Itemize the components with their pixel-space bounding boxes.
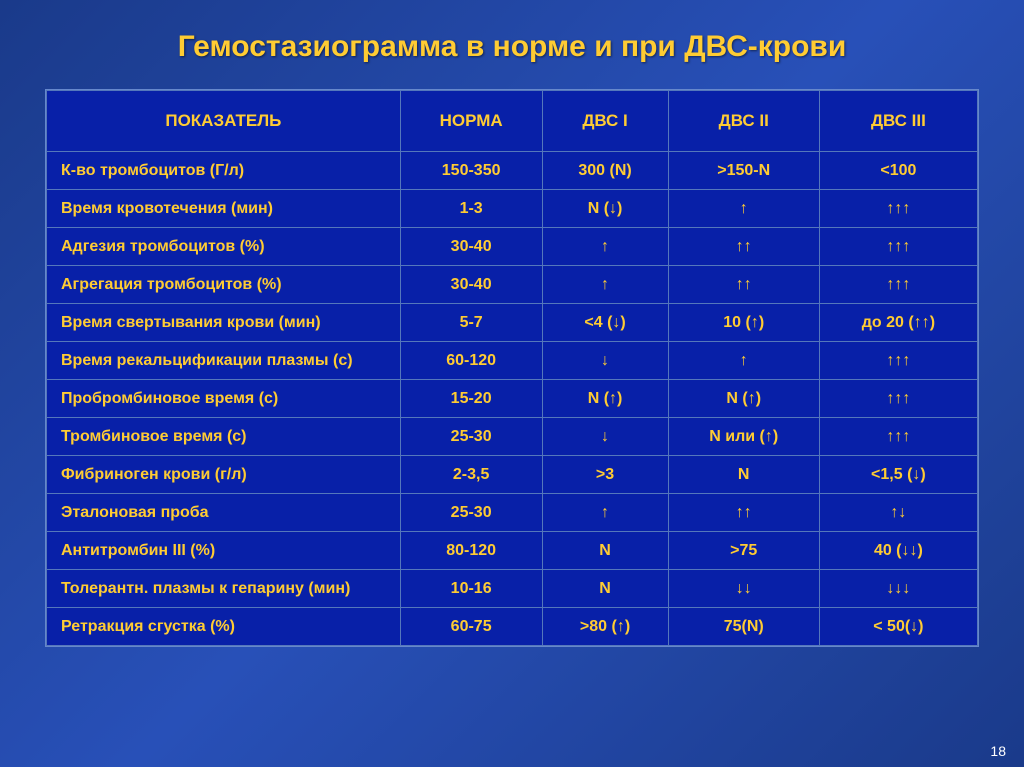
cell-dvs1: N	[542, 532, 668, 570]
table-row: Адгезия тромбоцитов (%)30-40↑↑↑↑↑↑	[47, 228, 978, 266]
cell-dvs3: < 50(↓)	[819, 608, 977, 646]
cell-dvs3: <1,5 (↓)	[819, 456, 977, 494]
cell-dvs1: ↑	[542, 494, 668, 532]
cell-label: К-во тромбоцитов (Г/л)	[47, 152, 401, 190]
table-row: Толерантн. плазмы к гепарину (мин)10-16N…	[47, 570, 978, 608]
cell-dvs1: >3	[542, 456, 668, 494]
cell-dvs2: 10 (↑)	[668, 304, 819, 342]
col-header-dvs2: ДВС II	[668, 91, 819, 152]
table-row: Тромбиновое время (с)25-30↓N или (↑)↑↑↑	[47, 418, 978, 456]
cell-dvs2: ↑	[668, 190, 819, 228]
cell-dvs1: ↑	[542, 266, 668, 304]
cell-dvs2: >75	[668, 532, 819, 570]
cell-label: Тромбиновое время (с)	[47, 418, 401, 456]
cell-norm: 60-120	[400, 342, 542, 380]
table-row: Фибриноген крови (г/л)2-3,5>3N<1,5 (↓)	[47, 456, 978, 494]
table-row: К-во тромбоцитов (Г/л)150-350300 (N)>150…	[47, 152, 978, 190]
cell-label: Время свертывания крови (мин)	[47, 304, 401, 342]
table-row: Антитромбин III (%)80-120N>7540 (↓↓)	[47, 532, 978, 570]
cell-norm: 1-3	[400, 190, 542, 228]
cell-dvs1: N	[542, 570, 668, 608]
cell-dvs3: ↑↑↑	[819, 342, 977, 380]
cell-norm: 60-75	[400, 608, 542, 646]
cell-dvs2: ↑↑	[668, 494, 819, 532]
cell-label: Время рекальцификации плазмы (с)	[47, 342, 401, 380]
cell-norm: 25-30	[400, 418, 542, 456]
cell-dvs3: ↑↑↑	[819, 418, 977, 456]
cell-norm: 15-20	[400, 380, 542, 418]
table-row: Время свертывания крови (мин)5-7<4 (↓)10…	[47, 304, 978, 342]
table-row: Время рекальцификации плазмы (с)60-120↓↑…	[47, 342, 978, 380]
cell-dvs2: N или (↑)	[668, 418, 819, 456]
cell-dvs2: ↑	[668, 342, 819, 380]
cell-dvs1: ↓	[542, 342, 668, 380]
cell-dvs1: N (↓)	[542, 190, 668, 228]
cell-norm: 150-350	[400, 152, 542, 190]
table-body: К-во тромбоцитов (Г/л)150-350300 (N)>150…	[47, 152, 978, 646]
cell-dvs2: N	[668, 456, 819, 494]
table-row: Ретракция сгустка (%)60-75>80 (↑)75(N)< …	[47, 608, 978, 646]
cell-label: Агрегация тромбоцитов (%)	[47, 266, 401, 304]
cell-dvs1: N (↑)	[542, 380, 668, 418]
cell-dvs1: >80 (↑)	[542, 608, 668, 646]
cell-norm: 80-120	[400, 532, 542, 570]
cell-dvs2: ↑↑	[668, 228, 819, 266]
col-header-norm: НОРМА	[400, 91, 542, 152]
table-row: Время кровотечения (мин)1-3N (↓)↑↑↑↑	[47, 190, 978, 228]
cell-norm: 30-40	[400, 266, 542, 304]
col-header-dvs3: ДВС III	[819, 91, 977, 152]
cell-dvs2: ↑↑	[668, 266, 819, 304]
table-row: Эталоновая проба25-30↑↑↑↑↓	[47, 494, 978, 532]
col-header-indicator: ПОКАЗАТЕЛЬ	[47, 91, 401, 152]
table-row: Агрегация тромбоцитов (%)30-40↑↑↑↑↑↑	[47, 266, 978, 304]
cell-norm: 2-3,5	[400, 456, 542, 494]
cell-label: Толерантн. плазмы к гепарину (мин)	[47, 570, 401, 608]
page-number: 18	[990, 743, 1006, 759]
cell-dvs2: N (↑)	[668, 380, 819, 418]
cell-label: Адгезия тромбоцитов (%)	[47, 228, 401, 266]
table-header-row: ПОКАЗАТЕЛЬ НОРМА ДВС I ДВС II ДВС III	[47, 91, 978, 152]
cell-dvs3: ↑↑↑	[819, 266, 977, 304]
cell-dvs3: ↑↓	[819, 494, 977, 532]
cell-dvs1: ↓	[542, 418, 668, 456]
cell-dvs3: ↑↑↑	[819, 190, 977, 228]
cell-label: Эталоновая проба	[47, 494, 401, 532]
cell-label: Антитромбин III (%)	[47, 532, 401, 570]
cell-label: Пробромбиновое время (с)	[47, 380, 401, 418]
col-header-dvs1: ДВС I	[542, 91, 668, 152]
page-title: Гемостазиограмма в норме и при ДВС-крови	[45, 30, 979, 64]
cell-dvs2: ↓↓	[668, 570, 819, 608]
cell-dvs1: ↑	[542, 228, 668, 266]
hemostasis-table: ПОКАЗАТЕЛЬ НОРМА ДВС I ДВС II ДВС III К-…	[46, 90, 978, 646]
cell-dvs3: до 20 (↑↑)	[819, 304, 977, 342]
cell-dvs3: 40 (↓↓)	[819, 532, 977, 570]
cell-label: Время кровотечения (мин)	[47, 190, 401, 228]
table-row: Пробромбиновое время (с)15-20N (↑)N (↑)↑…	[47, 380, 978, 418]
cell-label: Ретракция сгустка (%)	[47, 608, 401, 646]
cell-dvs3: <100	[819, 152, 977, 190]
cell-norm: 5-7	[400, 304, 542, 342]
cell-dvs2: 75(N)	[668, 608, 819, 646]
cell-norm: 10-16	[400, 570, 542, 608]
cell-dvs3: ↑↑↑	[819, 228, 977, 266]
cell-norm: 25-30	[400, 494, 542, 532]
cell-dvs3: ↓↓↓	[819, 570, 977, 608]
cell-dvs1: 300 (N)	[542, 152, 668, 190]
cell-norm: 30-40	[400, 228, 542, 266]
cell-dvs2: >150-N	[668, 152, 819, 190]
cell-dvs3: ↑↑↑	[819, 380, 977, 418]
cell-dvs1: <4 (↓)	[542, 304, 668, 342]
cell-label: Фибриноген крови (г/л)	[47, 456, 401, 494]
hemostasis-table-container: ПОКАЗАТЕЛЬ НОРМА ДВС I ДВС II ДВС III К-…	[45, 89, 979, 647]
